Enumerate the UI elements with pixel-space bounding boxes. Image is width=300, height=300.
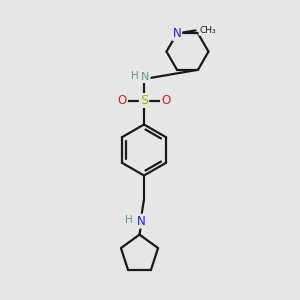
Text: N: N: [141, 72, 150, 82]
Text: CH₃: CH₃: [199, 26, 216, 35]
Text: O: O: [118, 94, 127, 107]
Text: N: N: [136, 214, 146, 228]
Text: O: O: [161, 94, 170, 107]
Text: H: H: [125, 214, 133, 225]
Text: S: S: [140, 94, 148, 107]
Text: N: N: [172, 27, 182, 40]
Text: H: H: [130, 70, 138, 81]
